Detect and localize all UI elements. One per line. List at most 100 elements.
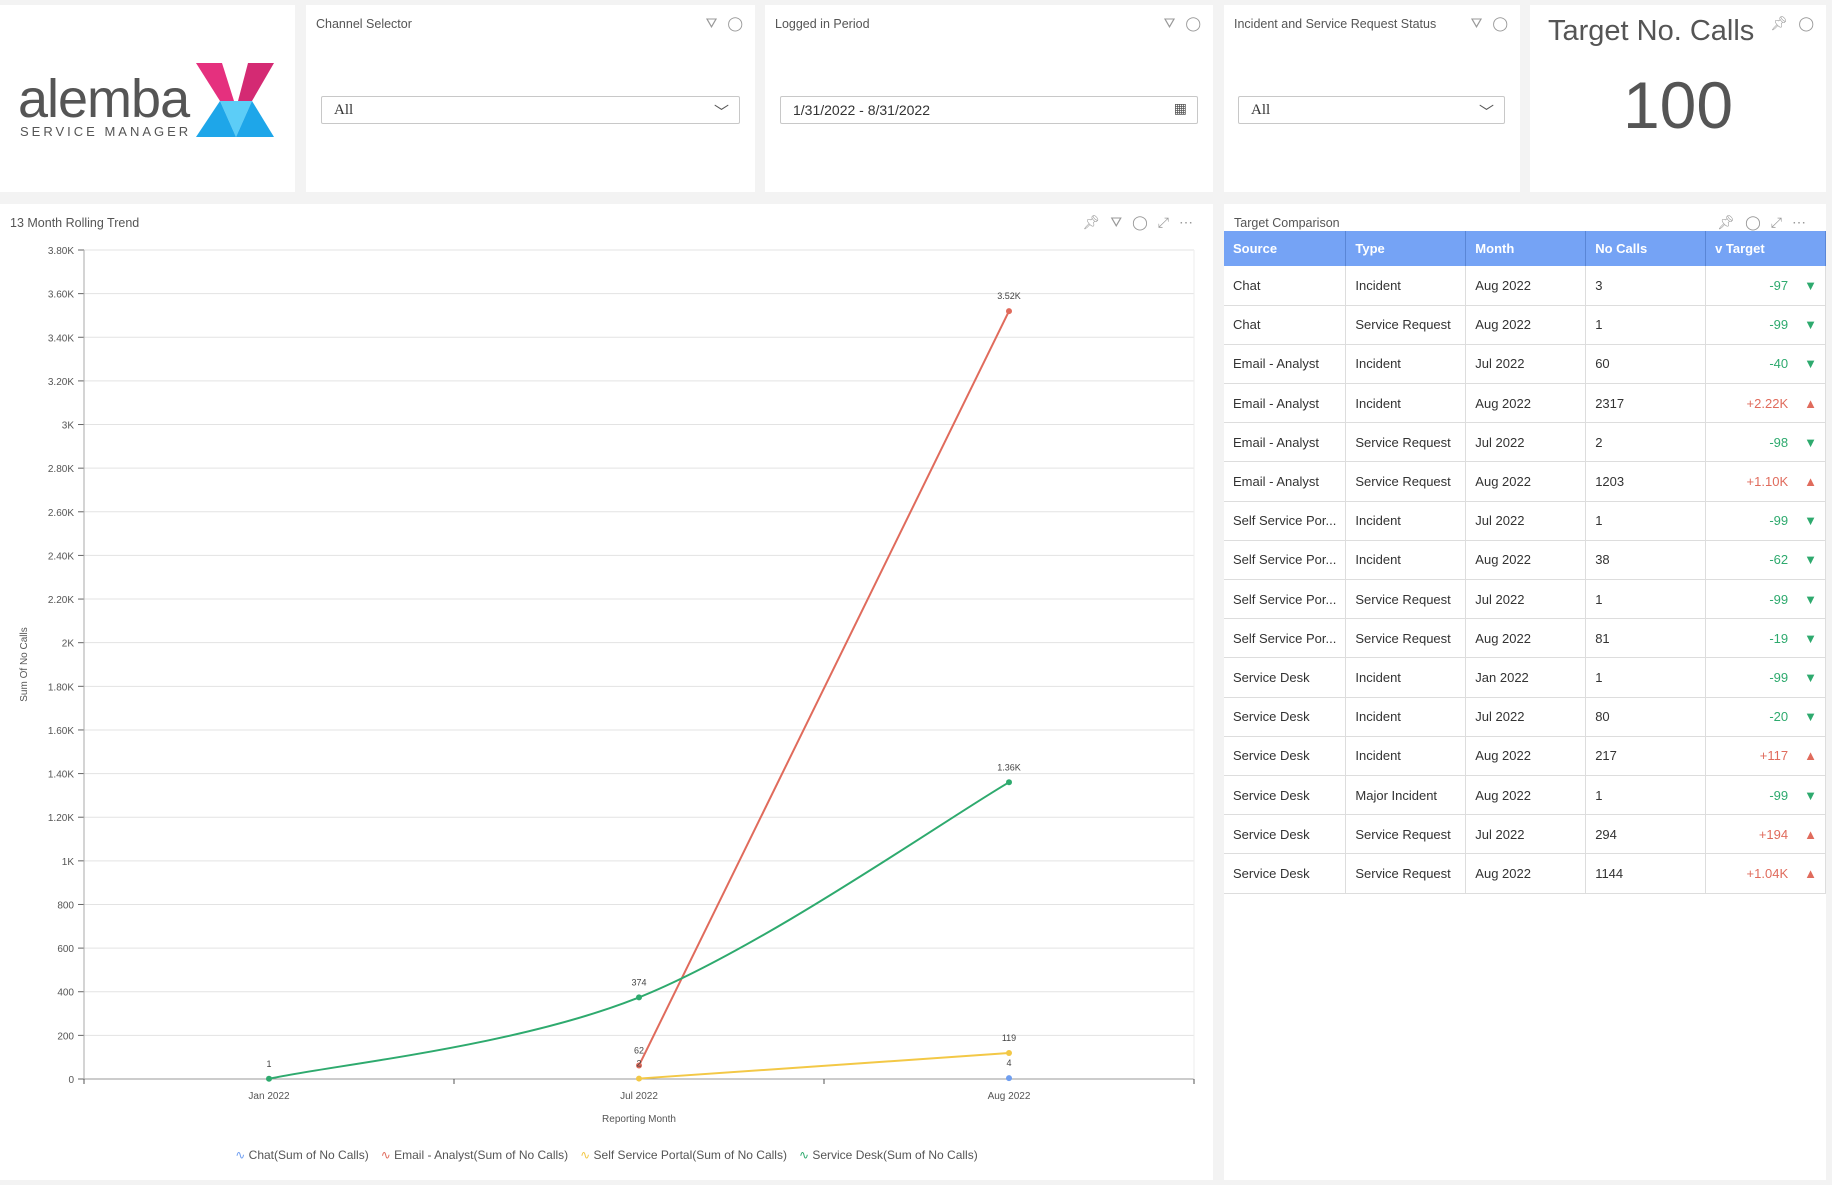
table-row[interactable]: Service Desk Incident Jan 2022 1 -99 ▼ [1224,657,1826,698]
y-tick-label: 1.40K [48,770,74,781]
comment-icon[interactable]: ◯ [1745,214,1761,230]
table-cell: Service Desk [1224,657,1347,698]
pin-icon[interactable]: 📌︎ [1770,15,1789,31]
legend-label: Self Service Portal(Sum of No Calls) [593,1148,787,1162]
more-icon[interactable]: ⋯ [1792,214,1806,230]
v-target-value: -99 [1769,317,1789,333]
table-cell: Service Desk [1224,814,1347,855]
table-row[interactable]: Service Desk Service Request Jul 2022 294 +1… [1224,814,1826,855]
filter-icon[interactable]: ⛛ [1163,15,1176,31]
svg-text:alemba: alemba [18,69,191,129]
column-header[interactable]: Type [1345,231,1467,266]
panel-title: 13 Month Rolling Trend [10,216,140,230]
v-target-cell: +2.22K ▲ [1705,383,1826,424]
v-target-cell: -62 ▼ [1705,540,1826,581]
v-target-value: +1.04K [1746,865,1789,881]
column-header[interactable]: Source [1224,231,1347,266]
table-cell: Email - Analyst [1224,383,1347,424]
table-cell: Aug 2022 [1465,736,1587,776]
calendar-icon[interactable]: ▦ [1173,100,1187,116]
v-target-cell: -99 ▼ [1705,579,1826,620]
expand-icon[interactable]: ⤢ [1157,214,1169,230]
data-label: 1.36K [997,762,1021,772]
comment-icon[interactable]: ◯ [727,15,743,31]
date-range-input[interactable]: 1/31/2022 - 8/31/2022 ▦ [780,96,1198,124]
column-header[interactable]: v Target [1705,231,1826,266]
legend-label: Email - Analyst(Sum of No Calls) [394,1148,569,1162]
legend-item[interactable]: ∿ Service Desk(Sum of No Calls) [799,1148,978,1162]
channel-select[interactable]: All ﹀ [321,96,740,124]
table-row[interactable]: Self Service Por... Service Request Aug 20… [1224,618,1826,659]
arrow-down-icon: ▼ [1804,317,1817,333]
data-label: 2 [636,1059,641,1069]
filter-icon[interactable]: ⛛ [1470,15,1483,31]
arrow-down-icon: ▼ [1804,513,1817,529]
table-cell: Service Request [1345,305,1467,345]
more-icon[interactable]: ⋯ [1179,214,1193,230]
table-row[interactable]: Email - Analyst Service Request Jul 2022 2-… [1224,422,1826,463]
table-cell: Incident [1345,736,1467,776]
v-target-value: -62 [1769,552,1789,568]
table-row[interactable]: Email - Analyst Incident Aug 2022 2317 +2.22… [1224,383,1826,424]
status-select[interactable]: All ﹀ [1238,96,1505,124]
table-row[interactable]: Service Desk Service Request Aug 2022 1144 +… [1224,853,1826,894]
y-tick-label: 2K [62,639,75,650]
table-cell: Incident [1345,383,1467,424]
table-row[interactable]: Email - Analyst Service Request Aug 2022 12… [1224,461,1826,502]
pin-icon[interactable]: 📌︎ [1717,214,1736,230]
filter-icon[interactable]: ⛛ [705,15,718,31]
table-row[interactable]: Email - Analyst Incident Jul 2022 60 -40 ▼ [1224,344,1826,385]
table-cell: 2317 [1585,383,1707,424]
table-row[interactable]: Self Service Por... Service Request Jul 20… [1224,579,1826,620]
logo-panel: alemba SERVICE MANAGER [0,5,295,192]
expand-icon[interactable]: ⤢ [1770,214,1782,230]
table-row[interactable]: Service Desk Incident Jul 2022 80 -20 ▼ [1224,697,1826,737]
table-cell: 1144 [1585,853,1707,894]
arrow-down-icon: ▼ [1804,630,1817,646]
table-row[interactable]: Service Desk Major Incident Aug 2022 1 -99 ▼ [1224,775,1826,816]
series-line [268,781,1010,1080]
x-axis-label: Reporting Month [602,1114,676,1125]
table-cell: 60 [1585,344,1707,385]
logged-period-panel: Logged in Period ⛛ ◯ 1/31/2022 - 8/31/202… [765,5,1213,192]
channel-selector-panel: Channel Selector ⛛ ◯ All ﹀ [306,5,755,192]
arrow-down-icon: ▼ [1804,277,1817,293]
v-target-cell: -98 ▼ [1705,422,1826,463]
comment-icon[interactable]: ◯ [1492,15,1508,31]
legend-item[interactable]: ∿ Self Service Portal(Sum of No Calls) [580,1148,787,1162]
table-row[interactable]: Self Service Por... Incident Jul 2022 1 -99 ▼ [1224,501,1826,541]
line-series-icon: ∿ [580,1148,594,1162]
pin-icon[interactable]: 📌︎ [1082,214,1101,230]
data-label: 119 [1002,1033,1016,1043]
table-row[interactable]: Chat Service Request Aug 2022 1 -99 ▼ [1224,305,1826,345]
arrow-down-icon: ▼ [1804,356,1817,372]
data-label: 4 [1006,1058,1011,1068]
table-cell: Jul 2022 [1465,344,1587,385]
table-row[interactable]: Self Service Por... Incident Aug 2022 38 -62… [1224,540,1826,581]
y-tick-label: 2.20K [48,595,74,606]
comment-icon[interactable]: ◯ [1798,15,1814,31]
target-calls-panel: Target No. Calls 📌︎ ◯ 100 [1530,5,1826,192]
legend-item[interactable]: ∿ Email - Analyst(Sum of No Calls) [381,1148,568,1162]
column-header[interactable]: No Calls [1585,231,1707,266]
v-target-cell: +1.04K ▲ [1705,853,1826,894]
table-cell: 1 [1585,579,1707,620]
data-point [1006,1050,1012,1057]
table-cell: Chat [1224,266,1347,306]
filter-icon[interactable]: ⛛ [1110,214,1123,230]
table-row[interactable]: Service Desk Incident Aug 2022 217 +117 ▲ [1224,736,1826,776]
v-target-cell: -20 ▼ [1705,697,1826,737]
legend-item[interactable]: ∿ Chat(Sum of No Calls) [235,1148,368,1162]
table-cell: Service Desk [1224,853,1347,894]
data-point [636,1062,642,1069]
table-cell: Email - Analyst [1224,461,1347,502]
kpi-value: 100 [1622,68,1734,142]
table-row[interactable]: Chat Incident Aug 2022 3 -97 ▼ [1224,266,1826,306]
table-cell: Email - Analyst [1224,422,1347,463]
column-header[interactable]: Month [1465,231,1587,266]
arrow-down-icon: ▼ [1804,669,1817,685]
comment-icon[interactable]: ◯ [1185,15,1201,31]
arrow-up-icon: ▲ [1804,865,1817,881]
data-point [266,1075,272,1082]
comment-icon[interactable]: ◯ [1132,214,1148,230]
